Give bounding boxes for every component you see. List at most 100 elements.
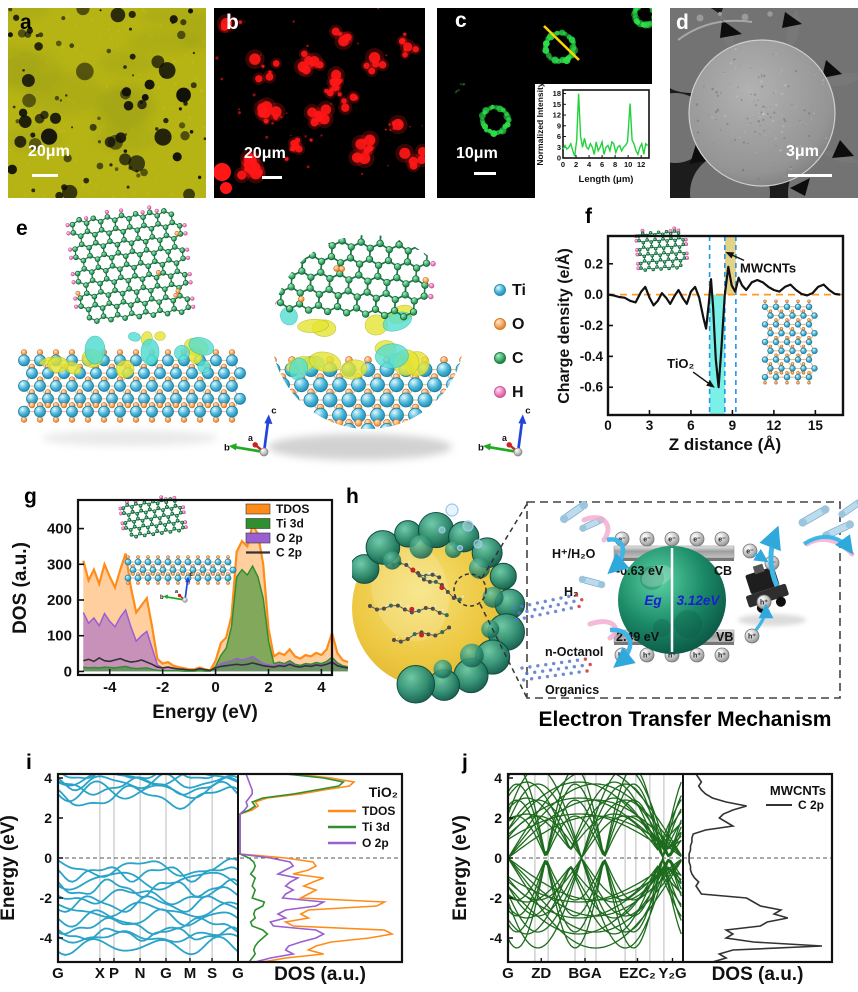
legend-atom-C: [494, 352, 506, 364]
panel-label-a: a: [20, 11, 32, 34]
tio2-dos-TDOS: [239, 774, 395, 962]
inset-xtick: 8: [613, 160, 617, 169]
tio2-kpoint: G: [232, 965, 244, 982]
g-ytick: 400: [47, 521, 72, 538]
g-legend-label-Ti 3d: Ti 3d: [276, 517, 304, 531]
svg-text:h⁺: h⁺: [693, 653, 701, 660]
inset-xtick: 6: [600, 160, 604, 169]
legend-atom-Ti: [494, 284, 506, 296]
electron-sphere: [714, 531, 730, 547]
eg-value: 3.12eV: [677, 593, 721, 608]
g-ytick: 200: [47, 592, 72, 609]
g-ytick: 300: [47, 556, 72, 573]
tio2-legend-O 2p: O 2p: [362, 836, 389, 850]
reactant-top: H⁺/H₂O: [552, 547, 596, 561]
inset-ytick: 0: [557, 154, 561, 163]
mwcnt-ytick: 4: [494, 770, 502, 786]
inset-ytick: 6: [557, 132, 561, 141]
inset-xtick: 12: [637, 160, 645, 169]
svg-text:e⁻: e⁻: [643, 537, 651, 544]
svg-text:h⁺: h⁺: [760, 600, 768, 607]
hole-sphere: [689, 647, 705, 663]
scale-bar-a: [32, 174, 58, 177]
mwcnt-ytick: 2: [494, 810, 502, 826]
svg-text:e⁻: e⁻: [693, 537, 701, 544]
mwcnt-ylabel: Energy (eV): [450, 815, 471, 921]
mwcnt-dos-xlabel: DOS (a.u.): [712, 964, 804, 985]
tio2-ytick: -2: [40, 890, 53, 906]
cb-label: CB: [714, 564, 732, 578]
g-legend-label-TDOS: TDOS: [276, 502, 309, 516]
tio2-ylabel: Energy (eV): [0, 815, 19, 921]
scale-label-b: 20μm: [244, 145, 286, 162]
panel-h-mechanism-diagram: e⁻ e⁻ e⁻ e⁻ e⁻h⁺ h⁺ h⁺ h⁺ h⁺Eg 3.12eV-0.63 eV CB2.…: [352, 498, 858, 704]
c2p-line: [83, 656, 349, 672]
inset-xtick: 4: [587, 160, 592, 169]
inset-ytick: 15: [553, 100, 561, 109]
axis-triad: b c a: [224, 406, 277, 457]
annotation-tio2: TiO₂: [667, 356, 694, 371]
mwcnt-kpoint: G: [502, 965, 514, 982]
mwcnt-kpoint: BGA: [568, 965, 602, 982]
svg-text:h⁺: h⁺: [748, 634, 756, 641]
legend-label-C: C: [512, 350, 524, 367]
f-ylabel: Charge density (e/Å): [555, 248, 573, 404]
axis-triad: b c a: [478, 406, 531, 457]
inset-ylabel: Normalized Intensity: [535, 82, 545, 165]
tio2-bands: [58, 774, 238, 956]
tio2-kpoint: G: [52, 965, 64, 982]
inset-xlabel: Length (μm): [579, 174, 634, 185]
mechanism-caption: Electron Transfer Mechanism: [538, 708, 832, 731]
legend-label-Ti: Ti: [512, 282, 526, 299]
f-ytick: -0.4: [580, 349, 604, 364]
panel-label-b: b: [226, 11, 239, 34]
g-legend-label-O 2p: O 2p: [276, 531, 303, 545]
eg-label: Eg: [644, 593, 662, 608]
scale-bar-d: [788, 174, 832, 177]
tio2-legend-title: TiO₂: [369, 784, 398, 800]
inset-xtick: 0: [561, 160, 565, 169]
svg-text:h⁺: h⁺: [668, 653, 676, 660]
tio2-kpoint: G: [160, 965, 172, 982]
panel-label-i: i: [26, 751, 32, 774]
cb-energy: -0.63 eV: [616, 564, 664, 578]
vb-label: VB: [716, 630, 733, 644]
svg-text:e⁻: e⁻: [718, 537, 726, 544]
mwcnt-kpoint: ZD: [531, 965, 551, 982]
legend-label-O: O: [512, 316, 524, 333]
svg-text:h⁺: h⁺: [718, 653, 726, 660]
product-top: H₂: [564, 585, 579, 599]
panel-a-optical-micrograph: [8, 8, 206, 198]
panel-f-charge-density-plot: 0 3 6 9 12 15 0.2 0.0 -0.2 -0.4 -0.6 Charge density…: [555, 226, 845, 454]
scale-label-a: 20μm: [28, 143, 70, 160]
mwcnt-kpoint: Y₂G: [658, 965, 686, 982]
f-ytick: 0.0: [584, 287, 603, 302]
axis-b-label: b: [224, 442, 230, 453]
reactant-bottom: n-Octanol: [545, 645, 603, 659]
hole-sphere: [714, 647, 730, 663]
axis-c-label: c: [271, 406, 277, 417]
mwcnt-bands: [508, 774, 682, 949]
charge-density-curve: [607, 265, 841, 389]
tio2-ytick: 4: [44, 770, 52, 786]
f-xtick: 15: [808, 418, 824, 433]
tio2-legend-Ti 3d: Ti 3d: [362, 820, 390, 834]
panel-label-e: e: [16, 217, 28, 240]
tio2-kpoint: P: [109, 965, 119, 982]
axis-b-label: b: [478, 442, 484, 453]
panel-j-mwcnt-bands: 4 2 0 -2 -4 G ZD BGA EZC₂ Y₂G Energy (eV) DOS (a.u.…: [450, 770, 834, 985]
ti3d-line: [83, 564, 349, 672]
panel-label-c: c: [455, 9, 467, 32]
g-ylabel: DOS (a.u.): [10, 542, 31, 634]
panel-e-dft-structures: b c a b c a Ti OCH: [18, 205, 531, 460]
panel-b-red-fluorescence: [214, 8, 425, 198]
mechanism-box: [526, 501, 841, 699]
scale-label-c: 10μm: [456, 145, 498, 162]
legend-label-H: H: [512, 384, 524, 401]
tio2-kpoint: S: [207, 965, 217, 982]
panel-label-f: f: [585, 205, 592, 228]
axis-b-label: b: [160, 595, 164, 601]
